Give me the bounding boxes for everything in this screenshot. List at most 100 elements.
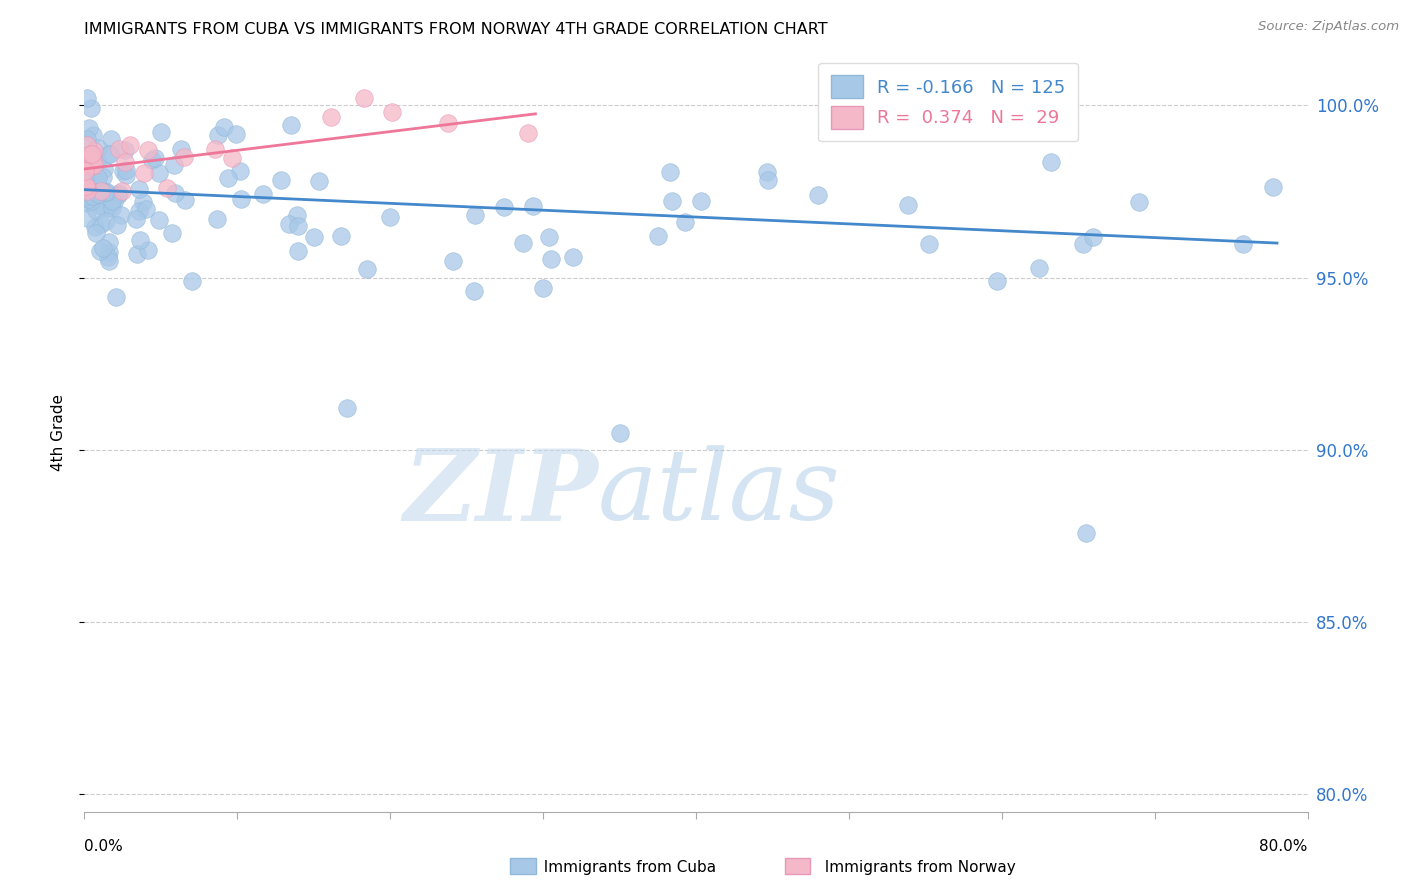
Point [76,180,98,194]
Point [80,101,103,115]
Point [353,91,375,105]
Point [90,185,112,199]
Point [76,91,98,105]
Point [1128,195,1150,210]
Point [77,120,100,135]
Point [135,202,157,216]
Point [79,147,101,161]
Point [84,227,107,241]
Point [207,212,229,227]
Point [76,160,98,174]
Point [82,153,104,167]
Y-axis label: 4th Grade: 4th Grade [51,394,66,471]
Point [100,132,122,146]
Point [76,132,98,146]
Point [86,153,108,168]
Point [98,147,121,161]
Point [94,214,117,228]
Point [464,208,486,222]
Legend: R = -0.166   N = 125, R =  0.374   N =  29: R = -0.166 N = 125, R = 0.374 N = 29 [818,62,1078,142]
Point [647,229,669,244]
Point [110,208,132,222]
Point [204,142,226,156]
Point [114,154,136,169]
Text: 80.0%: 80.0% [1260,838,1308,854]
Point [93,169,115,184]
Text: Immigrants from Cuba: Immigrants from Cuba [534,860,717,874]
Point [280,118,302,132]
Point [97,254,120,268]
Point [101,201,124,215]
Point [129,234,152,248]
Point [918,236,941,251]
Point [80,188,103,202]
Point [97,235,120,249]
Point [79,194,101,209]
Point [82,189,104,203]
Point [287,244,309,259]
Point [1040,154,1063,169]
Point [136,243,159,257]
Point [986,274,1008,288]
Point [101,194,124,208]
Point [87,141,110,155]
Point [97,147,120,161]
Point [73,157,96,171]
Point [118,138,141,153]
Point [83,144,105,158]
Point [94,185,117,199]
Point [381,105,404,120]
Point [84,219,107,234]
Point [73,163,96,178]
Point [287,208,309,222]
Point [108,142,131,156]
Point [673,215,696,229]
Point [516,126,538,140]
Point [91,242,114,256]
Point [80,159,103,173]
Point [173,150,195,164]
Text: ZIP: ZIP [404,445,598,541]
Point [80,147,103,161]
Point [537,229,560,244]
Point [86,174,108,188]
Point [308,174,330,188]
Point [143,151,166,165]
Point [89,244,111,259]
Point [89,199,111,213]
Point [180,274,202,288]
Point [165,186,187,200]
Point [217,171,239,186]
Point [87,187,110,202]
Point [661,194,683,208]
Point [609,425,631,440]
Point [756,172,779,186]
Point [83,157,105,171]
Point [225,127,247,141]
Point [278,218,301,232]
Point [319,110,342,124]
Point [540,252,562,267]
Point [221,151,243,165]
Point [76,185,98,199]
Point [87,170,110,185]
Point [304,229,326,244]
Point [356,262,378,277]
Text: 0.0%: 0.0% [84,838,124,854]
Point [125,212,148,227]
Point [1081,229,1104,244]
Point [1028,260,1050,275]
Point [114,143,136,157]
Point [132,194,155,209]
Text: Immigrants from Norway: Immigrants from Norway [815,860,1017,874]
Point [134,165,156,179]
Point [252,187,274,202]
Text: Source: ZipAtlas.com: Source: ZipAtlas.com [1258,20,1399,33]
Point [141,153,163,167]
Point [1232,237,1254,252]
Point [90,218,112,232]
Point [86,202,108,217]
Point [77,192,100,206]
Point [494,200,516,214]
Point [76,138,98,153]
